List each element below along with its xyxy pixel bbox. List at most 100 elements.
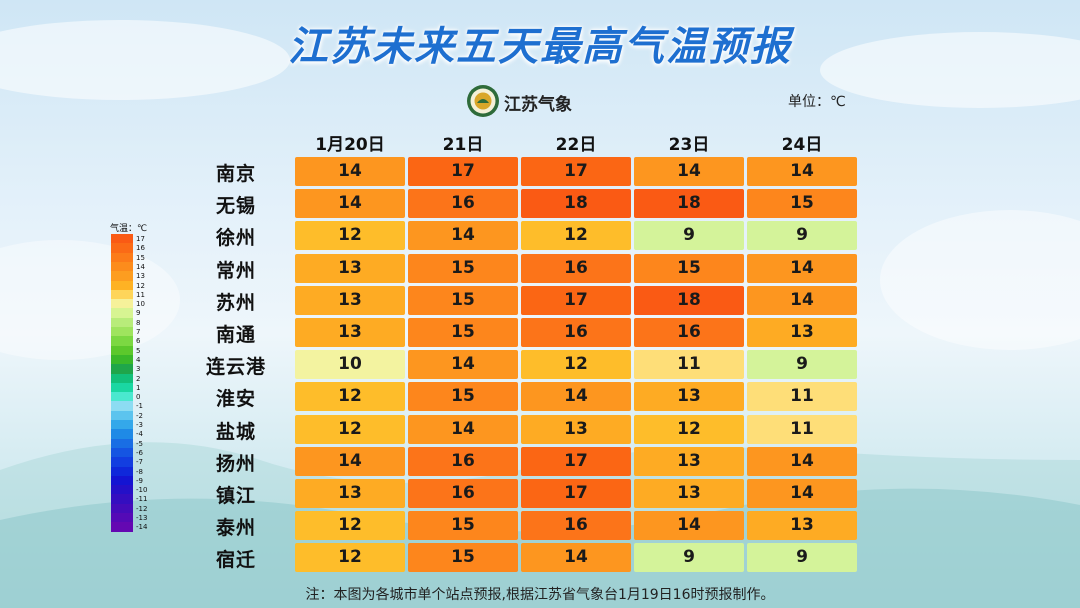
column-header: 21日 [442, 135, 484, 155]
jiangsu-meteorology-logo-icon [467, 85, 499, 117]
temperature-cell: 15 [408, 511, 518, 541]
column-header: 24日 [781, 135, 823, 155]
temperature-cell: 9 [634, 543, 744, 573]
temperature-cell: 14 [634, 511, 744, 541]
legend-label: 7 [136, 328, 141, 336]
temperature-cell: 13 [634, 446, 744, 476]
temperature-cell: 14 [747, 157, 857, 186]
temperature-cell: 9 [747, 221, 857, 251]
legend-swatch [111, 317, 133, 328]
temperature-cell: 11 [747, 382, 857, 412]
page-title: 江苏未来五天最高气温预报 [288, 24, 792, 70]
temperature-cell: 17 [521, 157, 631, 186]
legend-label: -8 [136, 467, 143, 476]
row-header-city: 扬州 [215, 452, 256, 475]
temperature-cell: 18 [634, 189, 744, 219]
legend-swatch [111, 271, 133, 281]
temperature-cell: 13 [295, 253, 405, 283]
temperature-cell: 9 [747, 543, 857, 573]
temperature-cell: 14 [295, 189, 405, 219]
legend-label: -4 [136, 430, 143, 439]
legend-swatch [111, 420, 133, 430]
legend-swatch [111, 336, 133, 347]
temperature-cell: 14 [295, 446, 405, 476]
temperature-cell: 13 [747, 511, 857, 541]
legend-swatch [111, 401, 133, 412]
temperature-cell: 14 [521, 543, 631, 573]
legend-label: 10 [136, 300, 145, 309]
temperature-cell: 12 [295, 414, 405, 444]
temperature-cell: 14 [747, 253, 857, 283]
temperature-cell: 14 [634, 157, 744, 186]
legend-swatch [111, 234, 133, 244]
legend-label: 11 [136, 290, 145, 299]
legend-label: -3 [136, 421, 143, 429]
temperature-cell: 17 [521, 285, 631, 315]
temperature-cell: 14 [408, 414, 518, 444]
column-header: 22日 [555, 135, 597, 155]
legend-label: -1 [136, 402, 143, 411]
temperature-cell: 14 [408, 221, 518, 251]
temperature-cell: 11 [747, 414, 857, 444]
temperature-cell: 12 [295, 382, 405, 412]
legend-swatch [111, 364, 133, 374]
legend-label: 4 [136, 355, 141, 364]
temperature-cell: 12 [521, 350, 631, 380]
temperature-cell: 12 [295, 543, 405, 573]
footnote: 注：本图为各城市单个站点预报,根据江苏省气象台1月19日16时预报制作。 [305, 587, 775, 603]
legend-swatch [111, 485, 133, 495]
legend-label: 1 [136, 383, 141, 392]
legend-swatch [111, 494, 133, 505]
row-header-city: 无锡 [215, 195, 256, 218]
logo-text: 江苏气象 [504, 95, 572, 115]
legend-label: 15 [136, 253, 145, 262]
legend-swatch [111, 438, 133, 449]
temperature-cell: 18 [634, 285, 744, 315]
legend-swatch [111, 299, 133, 309]
temperature-cell: 18 [521, 189, 631, 219]
legend-label: -2 [136, 411, 143, 420]
legend-swatch [111, 429, 133, 440]
legend-label: 16 [136, 244, 145, 253]
temperature-cell: 15 [408, 318, 518, 347]
legend-swatch [111, 243, 133, 254]
legend-label: -6 [136, 448, 143, 457]
legend-title: 气温：℃ [110, 224, 148, 234]
temperature-cell: 13 [634, 479, 744, 508]
temperature-cell: 16 [521, 318, 631, 347]
legend-label: 6 [136, 337, 141, 346]
row-header-city: 宿迁 [215, 549, 256, 572]
legend-label: 13 [136, 272, 145, 281]
temperature-cell: 13 [634, 382, 744, 412]
legend-swatch [111, 410, 133, 421]
temperature-cell: 16 [521, 511, 631, 541]
legend-label: -7 [136, 458, 143, 467]
legend-label: 5 [136, 346, 141, 355]
temperature-cell: 15 [408, 253, 518, 283]
legend-swatch [111, 447, 133, 458]
temperature-cell: 13 [295, 285, 405, 315]
legend-label: 2 [136, 374, 141, 383]
legend-swatch [111, 457, 133, 467]
temperature-cell: 15 [408, 382, 518, 412]
row-header-city: 南京 [215, 163, 256, 185]
row-header-city: 镇江 [215, 485, 256, 507]
legend-label: -12 [136, 504, 148, 513]
temperature-cell: 14 [295, 157, 405, 186]
temperature-cell: 9 [747, 350, 857, 380]
temperature-cell: 14 [408, 350, 518, 380]
row-header-city: 南通 [215, 324, 256, 346]
temperature-cell: 13 [747, 318, 857, 347]
legend-swatch [111, 327, 133, 337]
legend-label: 14 [136, 262, 145, 271]
column-header: 1月20日 [315, 135, 385, 155]
temperature-cell: 15 [747, 189, 857, 219]
temperature-cell: 9 [634, 221, 744, 251]
legend-swatch [111, 373, 133, 384]
legend-swatch [111, 522, 133, 533]
legend-swatch [111, 475, 133, 486]
temperature-cell: 16 [408, 479, 518, 508]
temperature-cell: 16 [521, 253, 631, 283]
legend-label: -11 [136, 495, 148, 504]
row-header-city: 常州 [215, 259, 256, 282]
